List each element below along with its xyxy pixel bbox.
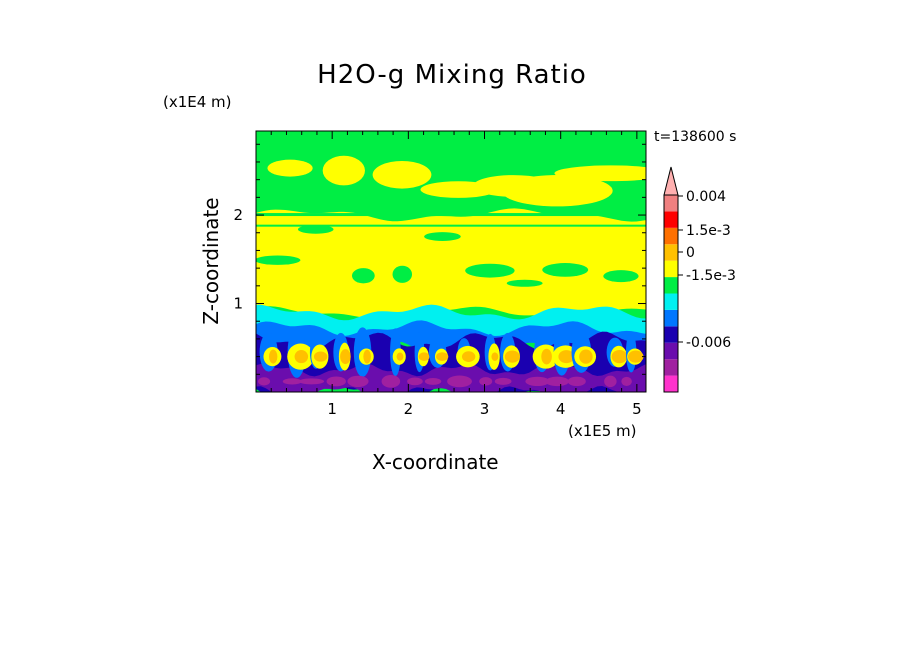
colorbar-segment bbox=[664, 211, 678, 228]
plume-orange bbox=[491, 352, 499, 361]
mid-green-patch bbox=[297, 224, 334, 234]
colorbar-tick-label: 1.5e-3 bbox=[686, 223, 731, 239]
timestamp-label: t=138600 s bbox=[654, 129, 737, 145]
plume-orange bbox=[504, 350, 520, 363]
plume-orange bbox=[558, 350, 575, 364]
colorbar-segment bbox=[664, 342, 678, 360]
colorbar-segment bbox=[664, 293, 678, 310]
colorbar-tick-label: 0 bbox=[686, 245, 695, 261]
upper-yellow-patch bbox=[267, 159, 313, 177]
colorbar-segment bbox=[664, 195, 678, 212]
plume-magenta bbox=[424, 377, 442, 385]
plume-magenta bbox=[604, 375, 617, 388]
z2-green-line bbox=[256, 224, 646, 227]
plume-magenta bbox=[621, 376, 632, 386]
upper-yellow-patch bbox=[322, 155, 365, 186]
colorbar-segment bbox=[664, 277, 678, 294]
upper-yellow-patch bbox=[554, 165, 646, 182]
y-tick-label: 2 bbox=[233, 206, 243, 224]
plume-orange bbox=[418, 352, 430, 361]
x-tick-label: 2 bbox=[404, 400, 414, 418]
plume-magenta bbox=[545, 376, 569, 387]
mid-yellow-band bbox=[256, 208, 646, 319]
colorbar-segment bbox=[664, 244, 678, 261]
plume-orange bbox=[313, 351, 328, 362]
colorbar-tick-label: -1.5e-3 bbox=[686, 268, 736, 284]
mid-green-patch bbox=[603, 270, 639, 283]
plume-magenta bbox=[381, 375, 401, 388]
mid-green-patch bbox=[506, 279, 543, 287]
plume-magenta bbox=[298, 378, 325, 385]
x-axis-label: X-coordinate bbox=[372, 450, 499, 474]
mid-green-patch bbox=[424, 232, 461, 241]
x-tick-label: 3 bbox=[480, 400, 490, 418]
plume-magenta bbox=[407, 377, 423, 386]
colorbar-segment bbox=[664, 227, 678, 245]
colorbar-segment bbox=[664, 375, 678, 392]
plume-orange bbox=[396, 352, 404, 361]
colorbar-segment bbox=[664, 309, 678, 327]
plume-magenta bbox=[447, 375, 472, 388]
colorbar-segment bbox=[664, 326, 678, 343]
colorbar-frame bbox=[663, 194, 679, 393]
mid-green-patch bbox=[256, 255, 301, 265]
plume-magenta bbox=[282, 378, 302, 385]
plume-orange bbox=[579, 349, 593, 364]
contour-field bbox=[256, 131, 646, 392]
colorbar-segment bbox=[664, 359, 678, 376]
plume-orange bbox=[363, 349, 371, 364]
x-axis-unit: (x1E5 m) bbox=[568, 422, 637, 440]
mid-green-patch bbox=[392, 265, 413, 283]
plume-magenta bbox=[525, 376, 550, 387]
plume-orange bbox=[627, 350, 644, 363]
plume-orange bbox=[340, 349, 351, 365]
plume-magenta bbox=[567, 376, 586, 387]
y-axis-unit: (x1E4 m) bbox=[163, 93, 232, 111]
x-tick-label: 1 bbox=[327, 400, 337, 418]
colorbar-tick-label: -0.006 bbox=[686, 335, 731, 351]
upper-yellow-patch bbox=[501, 175, 613, 207]
mid-green-patch bbox=[351, 268, 375, 284]
plume-magenta bbox=[347, 375, 369, 388]
plume-magenta bbox=[326, 376, 346, 387]
x-tick-label: 5 bbox=[632, 400, 642, 418]
plume-magenta bbox=[258, 377, 271, 386]
mid-green-patch bbox=[465, 263, 515, 278]
colorbar-segment bbox=[664, 260, 678, 278]
plume-magenta bbox=[479, 377, 493, 386]
plume-orange bbox=[541, 348, 552, 365]
plume-orange bbox=[294, 350, 309, 364]
plume-orange bbox=[611, 349, 628, 364]
colorbar-tick-label: 0.004 bbox=[686, 189, 726, 205]
x-tick-label: 4 bbox=[556, 400, 566, 418]
plot-frame bbox=[255, 130, 647, 393]
plume-magenta bbox=[494, 377, 512, 385]
z2-green-line bbox=[256, 213, 646, 217]
colorbar-extend-arrow bbox=[663, 166, 679, 196]
plume-orange bbox=[436, 352, 449, 361]
y-tick-label: 1 bbox=[233, 295, 243, 313]
mid-green-patch bbox=[542, 263, 589, 277]
plume-orange bbox=[269, 349, 278, 364]
chart-title: H2O-g Mixing Ratio bbox=[317, 60, 587, 90]
plume-orange bbox=[461, 351, 476, 362]
upper-yellow-patch bbox=[372, 160, 432, 189]
